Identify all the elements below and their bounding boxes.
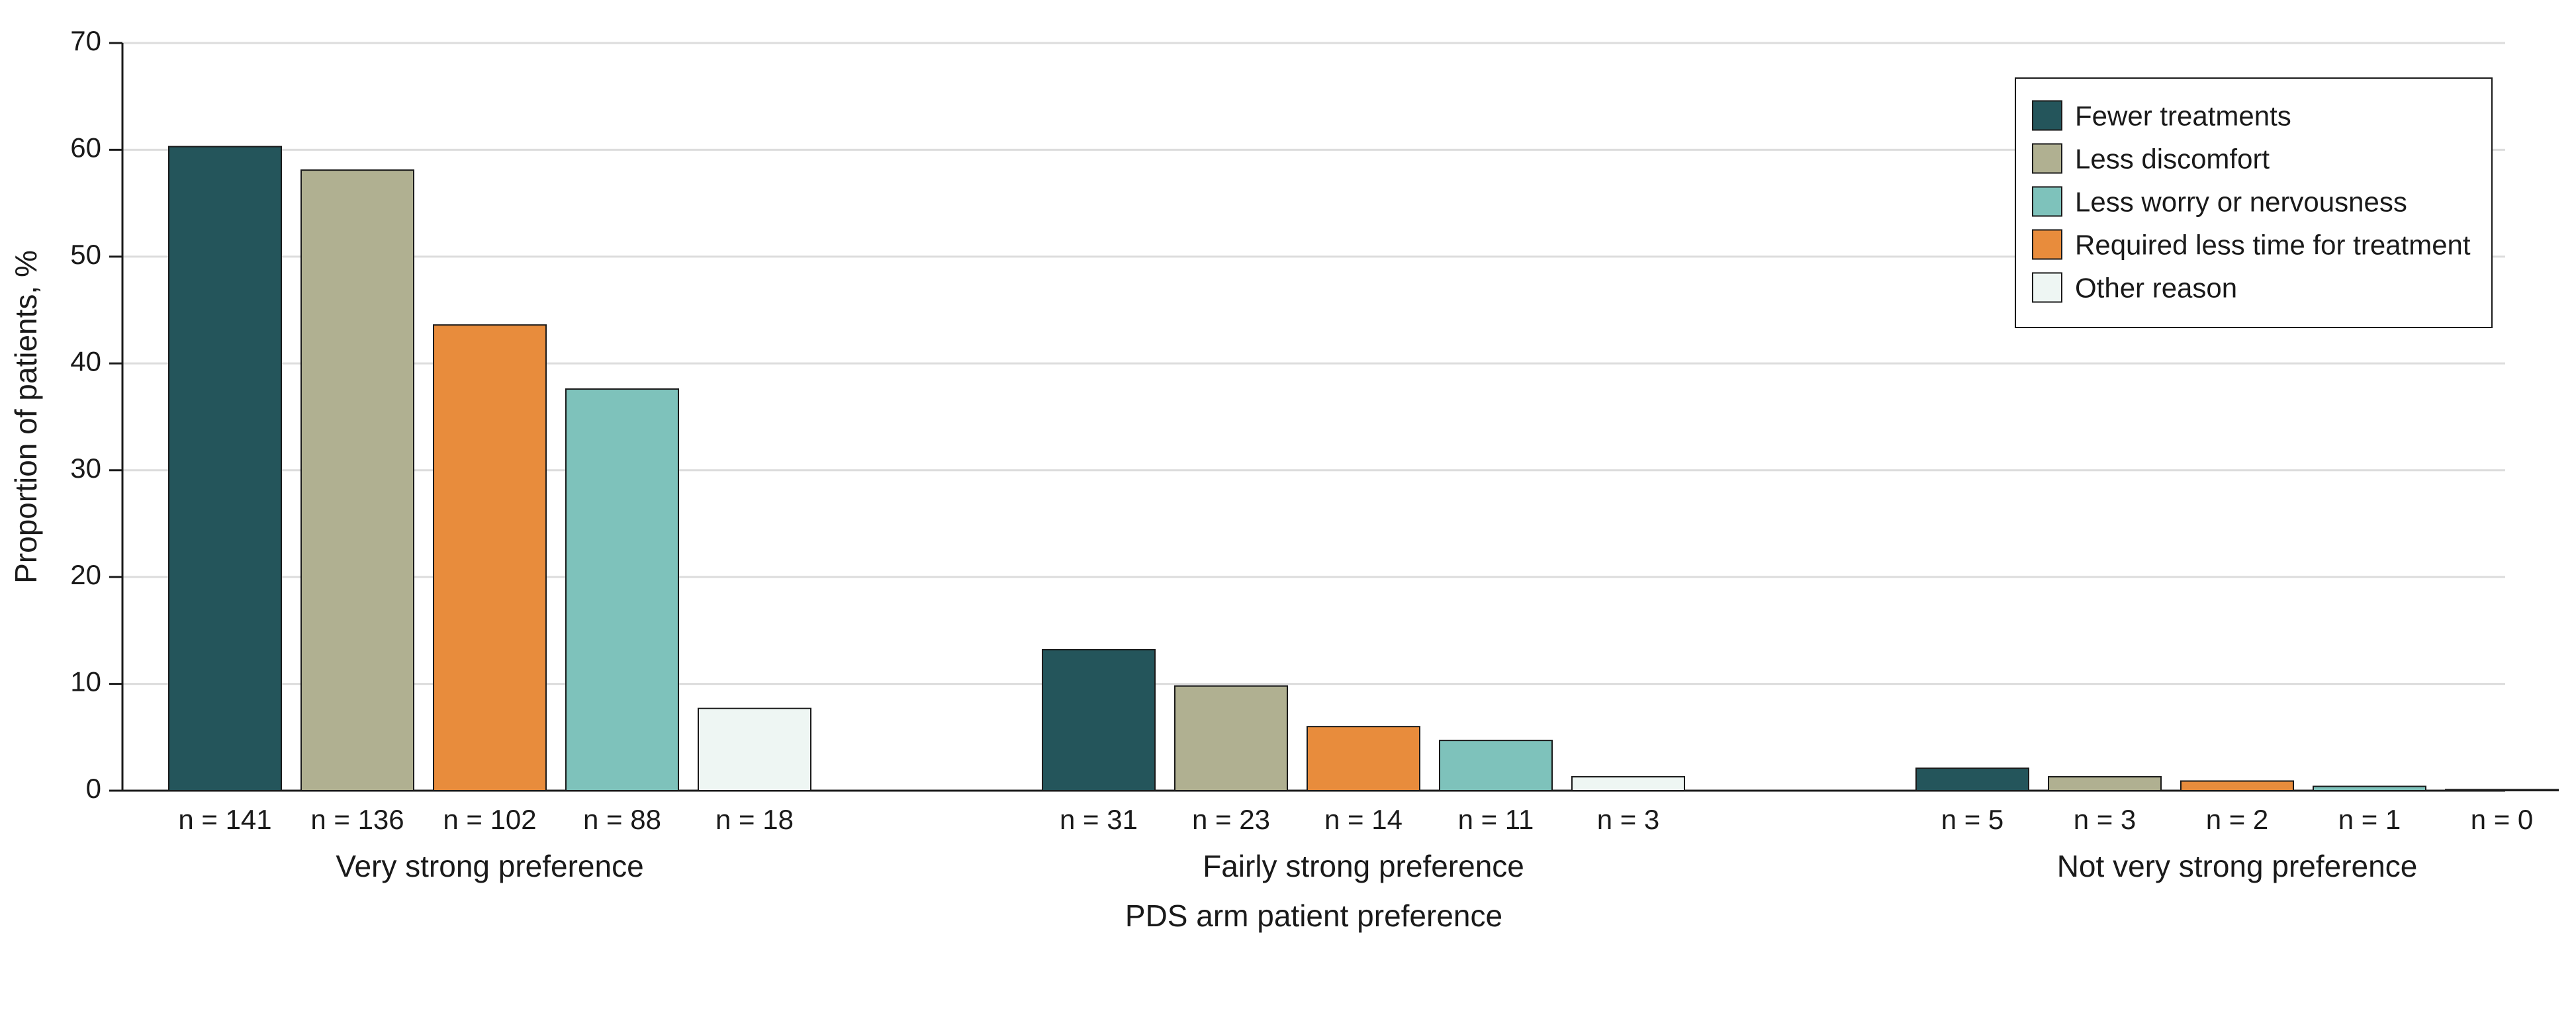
y-axis-title: Proportion of patients, % xyxy=(9,250,43,584)
bar xyxy=(566,389,678,791)
y-tick-label: 50 xyxy=(70,239,101,270)
bar xyxy=(1572,777,1684,791)
bar-n-label: n = 3 xyxy=(2074,804,2137,835)
bar-n-label: n = 18 xyxy=(715,804,794,835)
bar-n-label: n = 102 xyxy=(443,804,536,835)
legend-label: Less worry or nervousness xyxy=(2075,187,2407,218)
bar xyxy=(1440,740,1552,791)
bar xyxy=(698,709,811,791)
legend-swatch xyxy=(2033,187,2062,216)
bar-n-label: n = 14 xyxy=(1324,804,1403,835)
legend-label: Required less time for treatment xyxy=(2075,230,2471,261)
chart-container: 0 10 20 30 40 50 60 70 Proportion of patients, %… xyxy=(0,0,2576,1009)
group-label: Not very strong preference xyxy=(2057,849,2418,883)
bar xyxy=(2181,781,2293,791)
legend-swatch xyxy=(2033,144,2062,173)
legend-swatch xyxy=(2033,273,2062,302)
bar xyxy=(1042,650,1155,791)
bar xyxy=(169,147,281,791)
y-tick-label: 70 xyxy=(70,25,101,56)
bar-n-label: n = 136 xyxy=(310,804,404,835)
bar xyxy=(1307,726,1420,791)
y-tick-label: 20 xyxy=(70,559,101,590)
bar-n-label: n = 11 xyxy=(1458,804,1534,835)
bar xyxy=(2048,777,2161,791)
legend-label: Less discomfort xyxy=(2075,144,2270,175)
bar-n-label: n = 1 xyxy=(2338,804,2401,835)
legend-label: Other reason xyxy=(2075,273,2237,304)
group-label: Fairly strong preference xyxy=(1203,849,1524,883)
bar-n-label: n = 31 xyxy=(1060,804,1138,835)
legend-swatch xyxy=(2033,101,2062,130)
bar xyxy=(2313,787,2426,791)
y-tick-label: 10 xyxy=(70,666,101,697)
y-tick-label: 30 xyxy=(70,453,101,484)
bar-chart: 0 10 20 30 40 50 60 70 Proportion of patients, %… xyxy=(0,0,2576,1009)
bar-n-label: n = 23 xyxy=(1192,804,1270,835)
bar xyxy=(434,325,546,791)
bar xyxy=(1916,768,2029,791)
bar xyxy=(301,170,414,791)
bar-n-label: n = 2 xyxy=(2206,804,2269,835)
legend-label: Fewer treatments xyxy=(2075,101,2291,132)
x-axis-title: PDS arm patient preference xyxy=(1125,899,1502,933)
bar xyxy=(1175,686,1287,791)
bar-n-label: n = 5 xyxy=(1941,804,2004,835)
bar-n-label: n = 0 xyxy=(2471,804,2534,835)
y-tick-label: 40 xyxy=(70,345,101,376)
bar-n-label: n = 3 xyxy=(1597,804,1660,835)
bar-n-label: n = 88 xyxy=(583,804,661,835)
group-label: Very strong preference xyxy=(336,849,643,883)
bar-n-label: n = 141 xyxy=(178,804,271,835)
legend-swatch xyxy=(2033,230,2062,259)
y-tick-label: 60 xyxy=(70,132,101,163)
bar xyxy=(2446,789,2558,791)
y-tick-label: 0 xyxy=(86,773,101,804)
